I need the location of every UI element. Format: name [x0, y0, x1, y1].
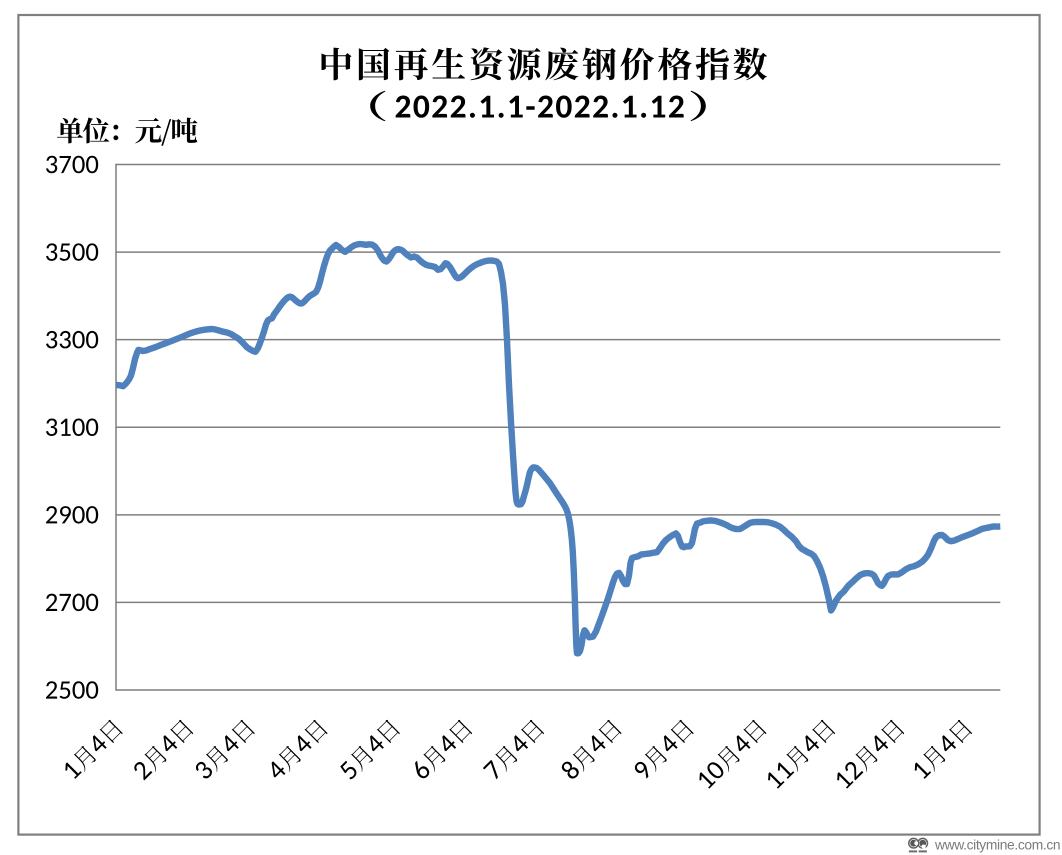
svg-text:www.citymine.com.cn: www.citymine.com.cn: [934, 837, 1060, 852]
